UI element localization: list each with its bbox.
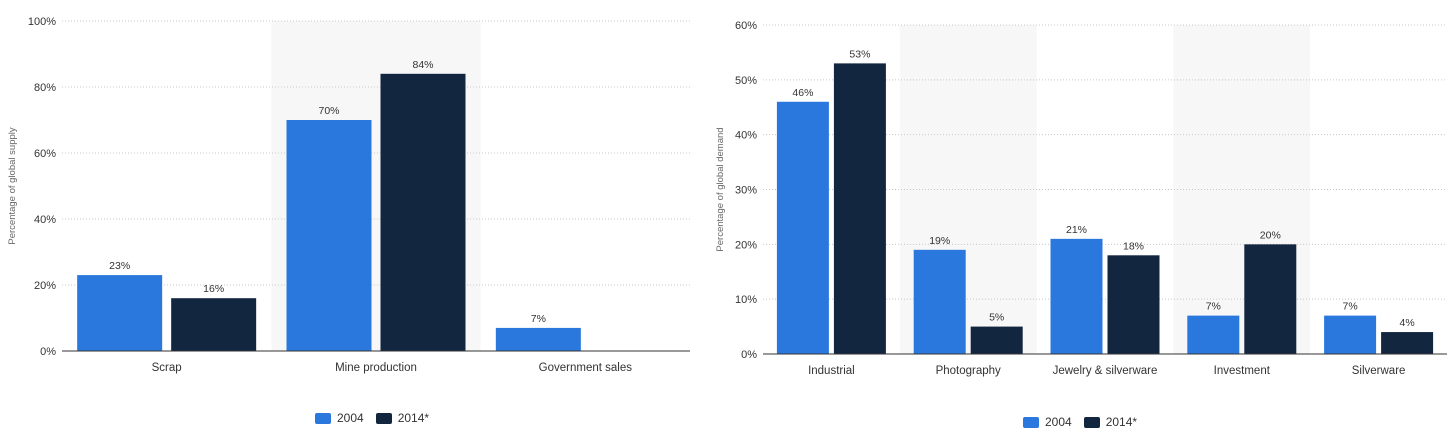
bar-2014-silverware [1381,332,1434,354]
legend-label-2014: 2014* [1105,415,1138,429]
bar-2014-mine-production [380,73,466,352]
bar-2004-government-sales [495,327,581,351]
x-tick-label: Silverware [1352,365,1406,377]
y-tick-label: 20% [735,239,757,251]
y-tick-label: 40% [735,130,757,142]
data-label: 7% [1206,301,1221,313]
bar-2004-photography [913,249,966,354]
legend-item-2014[interactable]: 2014* [375,411,430,425]
y-tick-label: 10% [735,294,757,306]
supply-chart: 0% 20% 40% 60% 80% 100% Percentage of global s… [7,16,690,374]
x-tick-label: Scrap [152,362,182,374]
data-label: 5% [989,312,1004,324]
legend-swatch-2014 [1083,416,1100,428]
supply-legend: 2004 2014* [315,411,429,425]
y-axis-label: Percentage of global demand [715,127,726,251]
data-label: 16% [203,283,224,295]
bar-2014-industrial [833,63,886,355]
y-tick-label: 20% [34,280,56,292]
data-label: 21% [1066,224,1087,236]
legend-label-2004: 2004 [1045,415,1072,429]
legend-swatch-2004 [315,412,331,424]
bar-2014-investment [1244,244,1297,354]
y-tick-label: 60% [735,20,757,32]
data-label: 7% [1343,301,1358,313]
y-tick-label: 50% [735,75,757,87]
legend-item-2004[interactable]: 2004 [1023,415,1072,429]
x-tick-label: Mine production [335,362,417,374]
data-label: 4% [1400,317,1415,329]
bar-2004-jewelry-silverware [1050,238,1103,354]
y-tick-label: 30% [735,185,757,197]
legend-label-2004: 2004 [337,411,364,425]
x-tick-label: Government sales [539,362,633,374]
demand-legend: 2004 2014* [1023,415,1137,429]
x-tick-label: Investment [1214,365,1271,377]
x-tick-label: Jewelry & silverware [1053,365,1158,377]
y-tick-label: 40% [34,214,56,226]
bar-2004-investment [1187,315,1240,354]
data-label: 23% [109,260,130,272]
data-label: 20% [1260,229,1281,241]
legend-swatch-2004 [1023,416,1039,428]
y-tick-label: 80% [34,82,56,94]
bar-2004-mine-production [286,120,372,351]
x-tick-label: Photography [936,365,1001,377]
x-tick-label: Industrial [808,365,855,377]
bar-2014-photography [970,326,1023,354]
data-label: 70% [318,105,339,117]
bar-2014-jewelry-silverware [1107,255,1160,354]
data-label: 53% [849,48,870,60]
demand-chart: 0% 10% 20% 30% 40% 50% 60% Percentage of global… [715,20,1447,377]
bar-2014-scrap [171,298,257,351]
y-tick-label: 100% [28,16,56,28]
data-label: 46% [792,87,813,99]
data-label: 19% [929,235,950,247]
bar-2004-scrap [77,275,163,351]
legend-swatch-2014 [375,412,392,424]
y-axis-label: Percentage of global supply [7,127,18,244]
y-tick-label: 0% [741,349,757,361]
legend-item-2014[interactable]: 2014* [1083,415,1138,429]
legend-item-2004[interactable]: 2004 [315,411,364,425]
bar-2004-industrial [776,101,829,355]
y-tick-label: 60% [34,148,56,160]
data-label: 18% [1123,240,1144,252]
legend-label-2014: 2014* [397,411,430,425]
bar-2004-silverware [1324,315,1377,354]
data-label: 7% [531,313,546,325]
data-label: 84% [412,59,433,71]
y-tick-label: 0% [40,346,56,358]
